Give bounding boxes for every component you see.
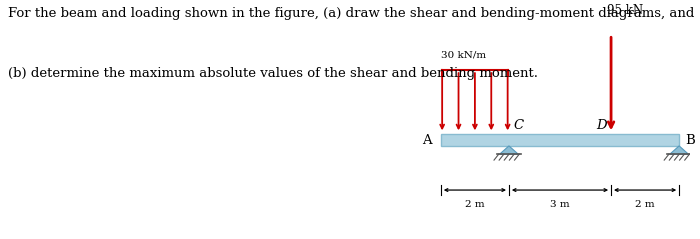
Text: (b) determine the maximum absolute values of the shear and bending moment.: (b) determine the maximum absolute value… bbox=[8, 67, 538, 80]
Text: D: D bbox=[596, 119, 607, 132]
Text: C: C bbox=[514, 119, 524, 132]
Polygon shape bbox=[670, 146, 689, 154]
Text: 30 kN/m: 30 kN/m bbox=[441, 51, 486, 60]
Polygon shape bbox=[500, 146, 518, 154]
Text: 2 m: 2 m bbox=[465, 200, 484, 208]
Text: For the beam and loading shown in the figure, (a) draw the shear and bending-mom: For the beam and loading shown in the fi… bbox=[8, 7, 695, 20]
Bar bbox=[441, 134, 679, 146]
Text: 2 m: 2 m bbox=[636, 200, 655, 208]
Text: 3 m: 3 m bbox=[550, 200, 570, 208]
Text: 95 kN: 95 kN bbox=[607, 4, 643, 17]
Text: A: A bbox=[422, 134, 432, 147]
Text: B: B bbox=[685, 134, 695, 147]
